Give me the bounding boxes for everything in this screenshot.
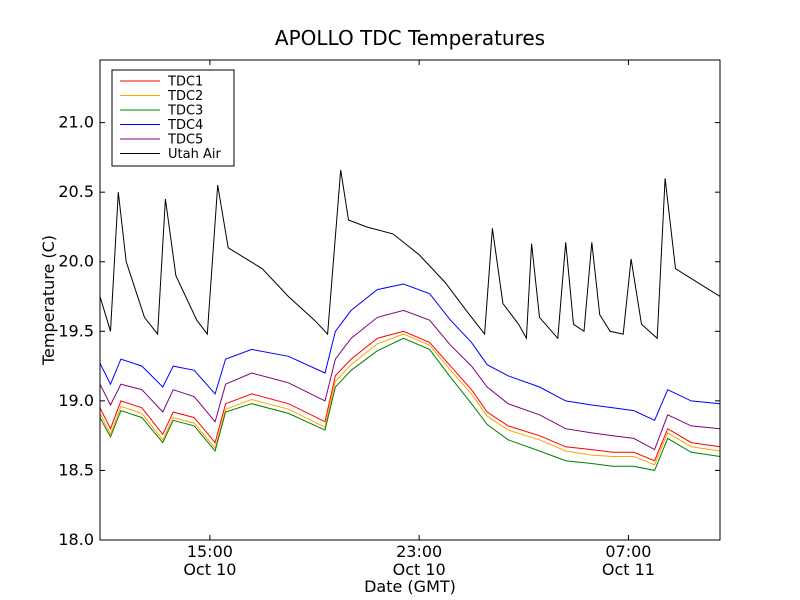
series-line-tdc1 — [100, 330, 720, 462]
legend-label-tdc5: TDC5 — [167, 133, 203, 148]
x-tick-label-time: 15:00 — [187, 542, 233, 561]
chart-title: APOLLO TDC Temperatures — [275, 26, 545, 50]
legend-label-tdc4: TDC4 — [167, 118, 203, 133]
y-tick-label: 20.0 — [58, 252, 94, 271]
x-tick-label-time: 07:00 — [605, 542, 651, 561]
x-tick-label-date: Oct 11 — [602, 560, 655, 579]
legend-label-utah-air: Utah Air — [168, 147, 221, 162]
y-tick-label: 21.0 — [58, 113, 94, 132]
legend-label-tdc2: TDC2 — [167, 89, 203, 104]
x-tick-label-time: 23:00 — [396, 542, 442, 561]
y-tick-label: 19.5 — [58, 321, 94, 340]
series-line-tdc3 — [100, 337, 720, 471]
x-tick-label-date: Oct 10 — [393, 560, 446, 579]
y-axis-label: Temperature (C) — [39, 235, 58, 366]
plot-lines — [100, 169, 720, 471]
legend-box — [111, 69, 235, 167]
y-tick-label: 18.5 — [58, 460, 94, 479]
plot-frame — [99, 59, 721, 541]
y-tick-label: 19.0 — [58, 391, 94, 410]
y-axis: 18.0 18.5 19.0 19.5 20.0 20.5 21.0 — [58, 113, 720, 549]
series-line-tdc4 — [100, 283, 720, 421]
x-axis-label: Date (GMT) — [364, 577, 456, 596]
series-line-utah-air — [100, 169, 720, 341]
legend-label-tdc3: TDC3 — [167, 104, 203, 119]
y-tick-label: 20.5 — [58, 182, 94, 201]
y-tick-label: 18.0 — [58, 530, 94, 549]
x-tick-label-date: Oct 10 — [183, 560, 236, 579]
legend-label-tdc1: TDC1 — [167, 75, 203, 90]
series-line-tdc2 — [100, 333, 720, 466]
series-line-tdc5 — [100, 309, 720, 451]
